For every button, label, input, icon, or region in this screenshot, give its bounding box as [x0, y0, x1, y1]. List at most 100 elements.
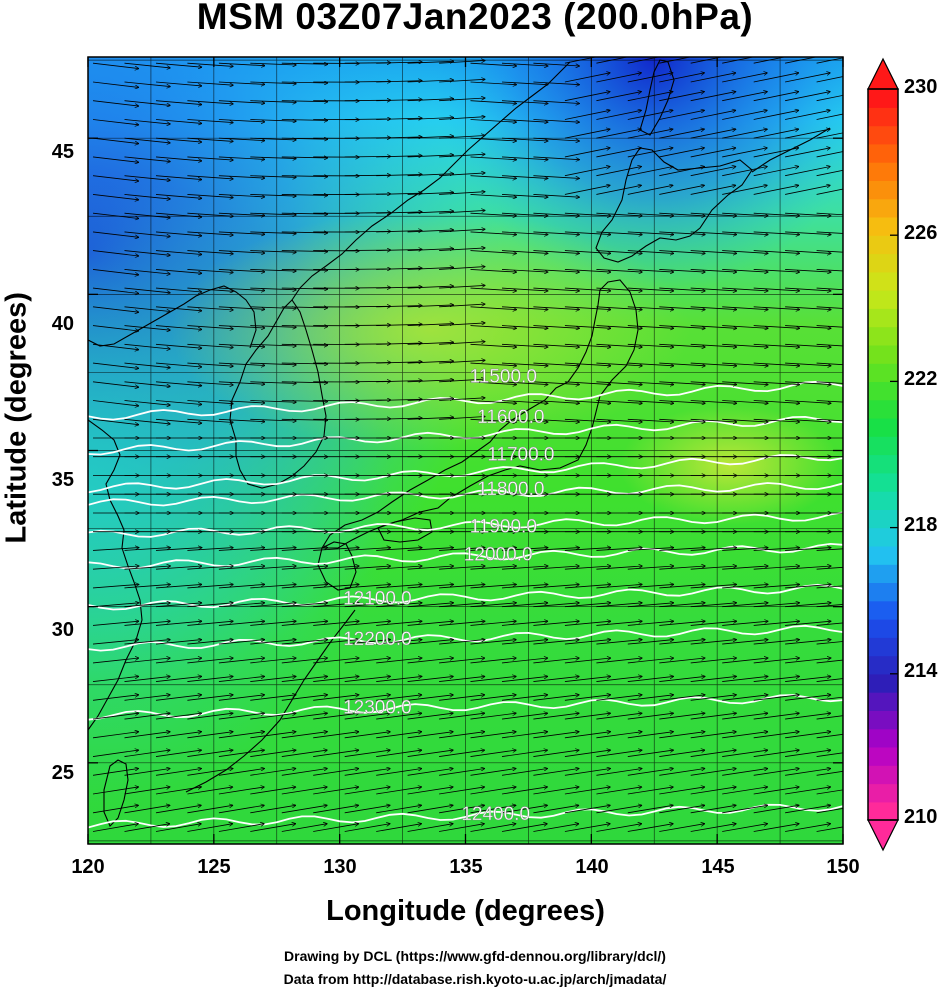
wind-arrow: [785, 57, 818, 64]
wind-arrow: [816, 343, 843, 347]
wind-arrow: [250, 603, 296, 608]
wind-arrow: [439, 566, 485, 570]
wind-arrow: [722, 621, 768, 626]
wind-arrow: [785, 787, 831, 795]
wind-arrow: [690, 400, 737, 404]
wind-arrow: [439, 229, 485, 233]
contour-label: 12200.0: [343, 629, 412, 650]
wind-arrow: [690, 787, 737, 795]
wind-arrow: [564, 769, 611, 776]
wind-arrow: [690, 548, 737, 551]
wind-arrow: [753, 621, 800, 626]
contour-label: 11500.0: [470, 367, 537, 388]
wind-arrow: [596, 418, 642, 422]
wind-arrow: [281, 176, 328, 177]
wind-arrow: [816, 622, 843, 626]
wind-arrow: [313, 658, 359, 664]
wind-arrow: [816, 585, 843, 589]
wind-arrow: [439, 584, 485, 589]
wind-arrow: [501, 640, 548, 645]
wind-arrow: [753, 658, 800, 664]
wind-arrow: [155, 640, 202, 645]
wind-arrow: [533, 769, 579, 776]
wind-arrow: [816, 306, 843, 309]
wind-arrow: [124, 212, 171, 218]
wind-arrow: [439, 154, 485, 158]
wind-arrow: [407, 155, 454, 158]
wind-arrow: [659, 381, 705, 385]
wind-arrow: [470, 548, 517, 551]
wind-arrow: [92, 175, 139, 181]
wind-arrow: [659, 676, 705, 683]
wind-arrow: [785, 92, 830, 102]
wind-arrow: [722, 92, 767, 102]
contour-label: 11900.0: [470, 516, 537, 537]
wind-arrow: [218, 713, 265, 720]
wind-arrow: [659, 287, 705, 291]
wind-arrow: [785, 584, 831, 589]
wind-arrow: [92, 156, 139, 162]
wind-arrow: [439, 267, 485, 270]
wind-arrow: [722, 57, 756, 64]
wind-arrow: [501, 548, 548, 551]
wind-arrow: [124, 713, 171, 720]
wind-arrow: [501, 343, 548, 347]
wind-arrow: [218, 343, 265, 347]
wind-arrow: [596, 640, 642, 645]
wind-arrow: [722, 713, 768, 720]
wind-arrow: [564, 732, 611, 739]
wind-arrow: [816, 808, 843, 814]
x-axis-label: Longitude (degrees): [326, 895, 605, 927]
wind-arrow: [281, 548, 328, 551]
wind-arrow: [313, 676, 359, 683]
y-tick-label: 25: [51, 762, 74, 784]
wind-arrow: [596, 695, 642, 701]
colorbar-band: [868, 619, 898, 638]
wind-arrow: [753, 212, 800, 216]
wind-arrow: [785, 676, 831, 683]
wind-arrow: [564, 584, 611, 589]
wind-arrow: [533, 418, 579, 422]
wind-arrow: [218, 658, 265, 664]
wind-arrow: [155, 695, 202, 701]
wind-arrow: [281, 787, 327, 795]
wind-arrow: [753, 129, 799, 139]
wind-arrow: [596, 167, 641, 177]
wind-arrow: [155, 231, 202, 236]
wind-arrow: [501, 62, 548, 66]
wind-arrow: [564, 603, 611, 608]
contour-label: 11600.0: [477, 407, 544, 428]
wind-arrow: [407, 713, 454, 720]
wind-arrow: [281, 382, 328, 383]
wind-arrow: [596, 769, 642, 776]
wind-arrow: [407, 99, 454, 102]
colorbar-band: [868, 89, 898, 108]
colorbar-tick-label: 230: [904, 76, 938, 98]
wind-arrow: [376, 137, 422, 138]
wind-arrow: [533, 119, 579, 123]
wind-arrow: [564, 787, 610, 795]
wind-arrow: [250, 213, 296, 215]
wind-arrow: [313, 787, 359, 795]
wind-arrow: [627, 185, 673, 195]
wind-arrow: [627, 400, 674, 404]
wind-arrow: [218, 306, 265, 310]
wind-arrow: [690, 769, 737, 776]
wind-arrow: [407, 417, 454, 420]
wind-arrow: [250, 82, 296, 84]
wind-arrow: [533, 750, 579, 758]
wind-arrow: [564, 212, 611, 216]
wind-arrow: [439, 379, 485, 383]
colorbar-tick-label: 218: [904, 514, 938, 536]
wind-arrow: [816, 696, 843, 701]
wind-arrow: [753, 769, 800, 776]
wind-arrow: [596, 148, 641, 158]
wind-arrow: [250, 548, 296, 551]
wind-arrow: [753, 185, 799, 195]
wind-arrow: [376, 732, 422, 739]
wind-arrow: [439, 603, 485, 608]
wind-arrow: [690, 381, 737, 385]
wind-arrow: [92, 268, 139, 274]
wind-arrow: [313, 603, 359, 608]
wind-arrow: [564, 400, 611, 404]
